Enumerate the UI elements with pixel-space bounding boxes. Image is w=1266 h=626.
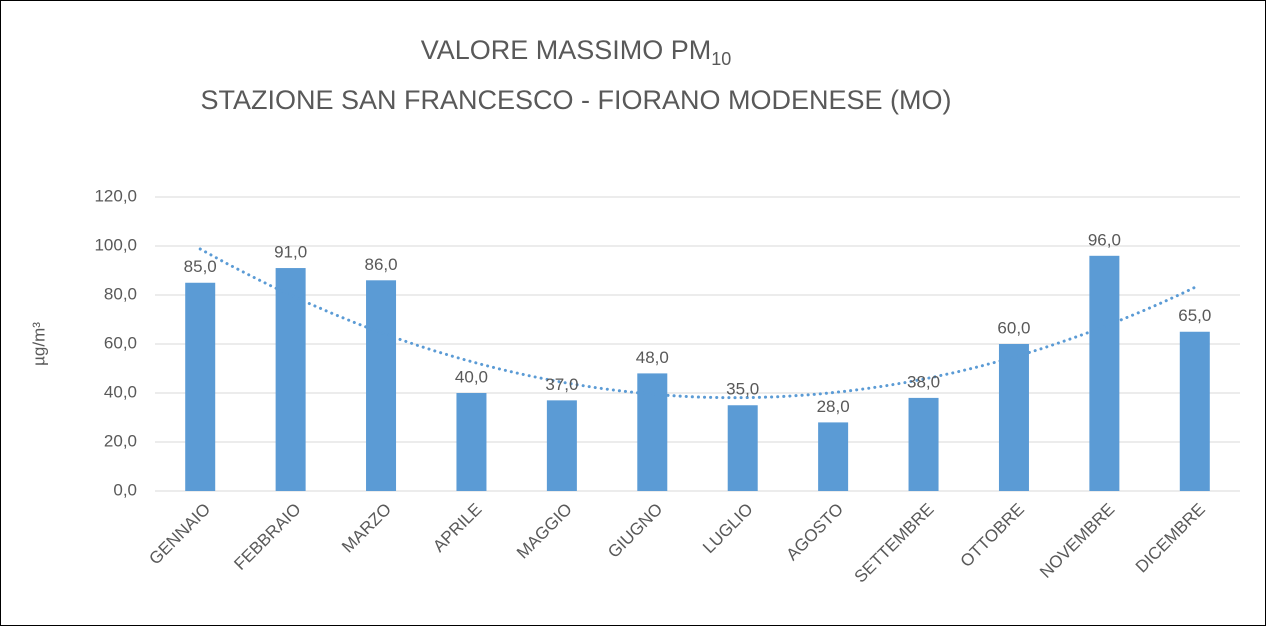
data-label: 91,0 — [274, 243, 307, 262]
data-label: 37,0 — [545, 375, 578, 394]
data-label: 48,0 — [636, 348, 669, 367]
y-tick-label: 120,0 — [94, 186, 137, 205]
data-label: 85,0 — [184, 257, 217, 276]
data-label: 86,0 — [364, 255, 397, 274]
y-axis-label: µg/m³ — [29, 322, 48, 366]
data-label: 96,0 — [1088, 230, 1121, 249]
bar — [456, 393, 487, 491]
y-tick-label: 100,0 — [94, 235, 137, 254]
bar — [1089, 255, 1120, 491]
trendline — [198, 247, 1197, 400]
title-text: VALORE MASSIMO PM — [421, 35, 712, 65]
y-tick-label: 20,0 — [104, 431, 137, 450]
data-label: 40,0 — [455, 367, 488, 386]
data-label: 28,0 — [817, 397, 850, 416]
bar — [818, 422, 849, 491]
data-label: 38,0 — [907, 372, 940, 391]
chart-subtitle: STAZIONE SAN FRANCESCO - FIORANO MODENES… — [200, 85, 951, 115]
title-subscript: 10 — [711, 49, 731, 69]
bar — [637, 373, 668, 491]
bar — [275, 268, 306, 491]
bar — [366, 280, 397, 491]
y-tick-label: 0,0 — [113, 480, 137, 499]
bar — [727, 405, 758, 491]
y-tick-label: 80,0 — [104, 284, 137, 303]
bar — [546, 400, 577, 491]
data-label: 35,0 — [726, 380, 759, 399]
bar — [1179, 331, 1210, 491]
chart-title: VALORE MASSIMO PM10 — [421, 35, 732, 69]
bar — [185, 282, 216, 491]
data-label: 60,0 — [997, 318, 1030, 337]
data-label: 65,0 — [1178, 306, 1211, 325]
y-tick-label: 40,0 — [104, 382, 137, 401]
bar — [908, 397, 939, 491]
bar — [998, 344, 1029, 491]
y-tick-label: 60,0 — [104, 333, 137, 352]
